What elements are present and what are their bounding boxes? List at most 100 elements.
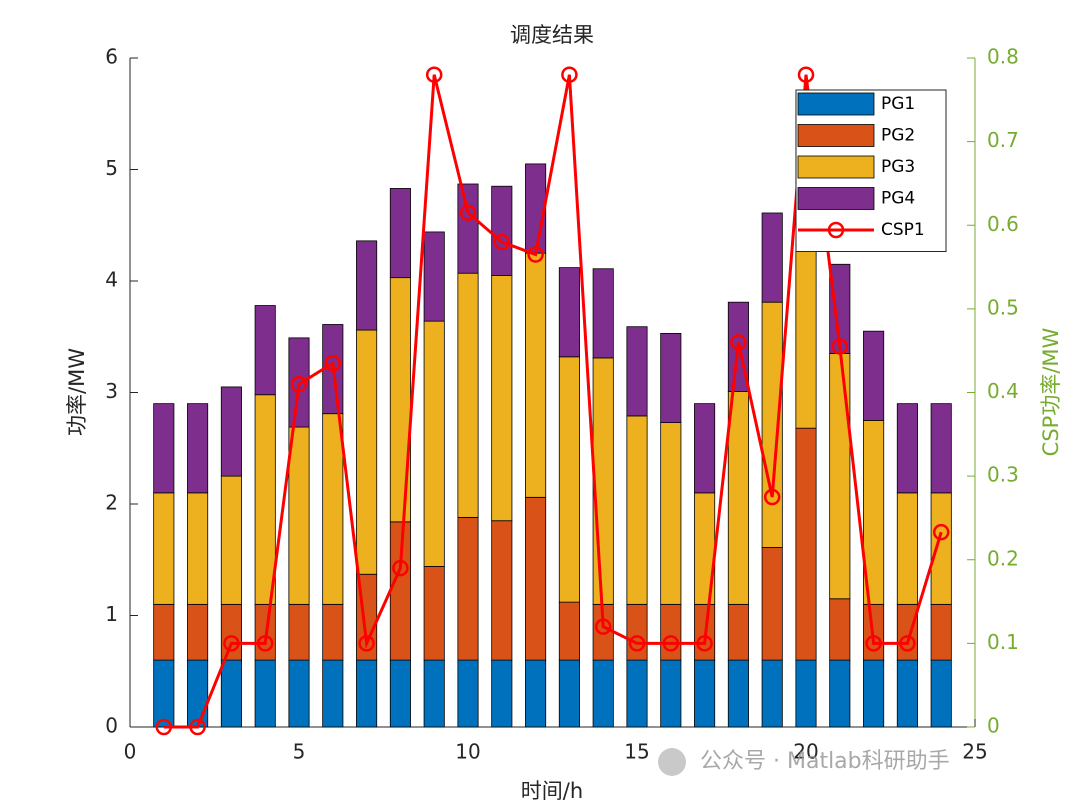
- bar-segment: [626, 326, 648, 417]
- line-marker: [527, 246, 544, 263]
- bar-segment: [930, 403, 952, 494]
- bar-segment: [727, 603, 749, 661]
- line-marker: [358, 635, 375, 652]
- x-tick-label: 15: [624, 740, 649, 764]
- bar-segment: [558, 356, 580, 603]
- line-marker: [189, 718, 206, 736]
- y2-axis-label: CSP功率/MW: [1039, 327, 1063, 456]
- line-marker: [256, 635, 274, 652]
- x-tick-label: 20: [793, 740, 818, 764]
- y-axis-label: 功率/MW: [65, 348, 89, 436]
- bar-segment: [558, 267, 580, 358]
- x-axis-label: 时间/h: [521, 779, 583, 803]
- bar-segment: [761, 547, 783, 661]
- bar-segment: [356, 329, 378, 575]
- y2-tick-label: 0.6: [987, 212, 1019, 236]
- bar-segment: [220, 475, 242, 605]
- line-marker: [459, 204, 477, 221]
- bar-segment: [322, 413, 344, 605]
- chart-title: 调度结果: [510, 23, 594, 47]
- y-tick-label: 6: [105, 45, 118, 69]
- bar-segment: [694, 403, 716, 494]
- line-marker: [290, 375, 308, 393]
- line-marker: [425, 66, 443, 83]
- legend-swatch: [797, 124, 875, 147]
- bar-segment: [187, 659, 209, 728]
- bar-segment: [525, 252, 547, 498]
- y2-tick-label: 0.5: [987, 295, 1019, 319]
- bar-segment: [254, 394, 276, 605]
- bar-segment: [863, 330, 885, 421]
- x-tick-label: 10: [455, 740, 480, 764]
- bar-segment: [592, 659, 614, 728]
- bar-segment: [491, 520, 513, 661]
- watermark: 公众号 · Matlab科研助手: [700, 749, 950, 774]
- bar-segment: [525, 163, 547, 254]
- bar-segment: [389, 188, 411, 279]
- bar-segment: [761, 212, 783, 303]
- bar-segment: [423, 659, 445, 728]
- bar-segment: [896, 603, 918, 661]
- y2-tick-label: 0.1: [987, 630, 1019, 654]
- bar-segment: [660, 659, 682, 728]
- bar-segment: [525, 659, 547, 728]
- line-marker: [561, 66, 578, 83]
- legend-label: PG1: [881, 94, 915, 114]
- bar-segment: [153, 403, 175, 494]
- x-tick-label: 25: [962, 740, 987, 764]
- y2-tick-label: 0: [987, 714, 1000, 738]
- bar-segment: [829, 659, 851, 728]
- bar-segment: [626, 659, 648, 728]
- watermark-icon: [658, 748, 686, 776]
- line-marker: [223, 635, 240, 652]
- bar-segment: [896, 492, 918, 605]
- bar-segment: [220, 603, 242, 661]
- bar-segment: [322, 659, 344, 728]
- legend-marker: [827, 221, 845, 239]
- bar-segment: [592, 357, 614, 605]
- bar-segment: [795, 427, 817, 661]
- bar-segment: [930, 492, 952, 605]
- bar-segment: [423, 320, 445, 567]
- bar-segment: [525, 496, 547, 661]
- line-marker: [763, 488, 781, 506]
- bar-segment: [491, 275, 513, 522]
- bar-segment: [592, 268, 614, 359]
- bar-segment: [457, 272, 479, 518]
- line-marker: [392, 559, 409, 577]
- bar-segment: [389, 521, 411, 661]
- line-marker: [493, 233, 511, 251]
- bar-segment: [356, 659, 378, 728]
- bar-segment: [491, 185, 513, 276]
- bar-segment: [930, 659, 952, 728]
- bar-segment: [491, 659, 513, 728]
- bar-segment: [626, 603, 648, 661]
- y-tick-label: 0: [105, 714, 118, 738]
- line-marker: [831, 338, 849, 355]
- y-tick-label: 1: [105, 602, 118, 626]
- y2-tick-label: 0.2: [987, 546, 1019, 570]
- bar-segment: [254, 305, 276, 396]
- bar-segment: [457, 516, 479, 661]
- line-marker: [324, 354, 342, 372]
- bar-segment: [254, 659, 276, 728]
- bar-segment: [896, 659, 918, 728]
- bar-segment: [288, 659, 310, 728]
- legend-swatch: [797, 155, 875, 179]
- bar-segment: [187, 403, 209, 494]
- legend-label: PG3: [881, 157, 915, 177]
- bar-segment: [660, 603, 682, 661]
- bar-segment: [389, 659, 411, 728]
- line-marker: [696, 635, 713, 652]
- legend-label: PG2: [881, 126, 915, 146]
- bar-segment: [423, 566, 445, 661]
- bar-segment: [558, 601, 580, 661]
- line-marker: [594, 618, 612, 635]
- line-marker: [899, 635, 916, 652]
- bar-segment: [761, 659, 783, 728]
- bar-segment: [660, 422, 682, 605]
- bar-segment: [153, 492, 175, 605]
- bar-segment: [153, 659, 175, 728]
